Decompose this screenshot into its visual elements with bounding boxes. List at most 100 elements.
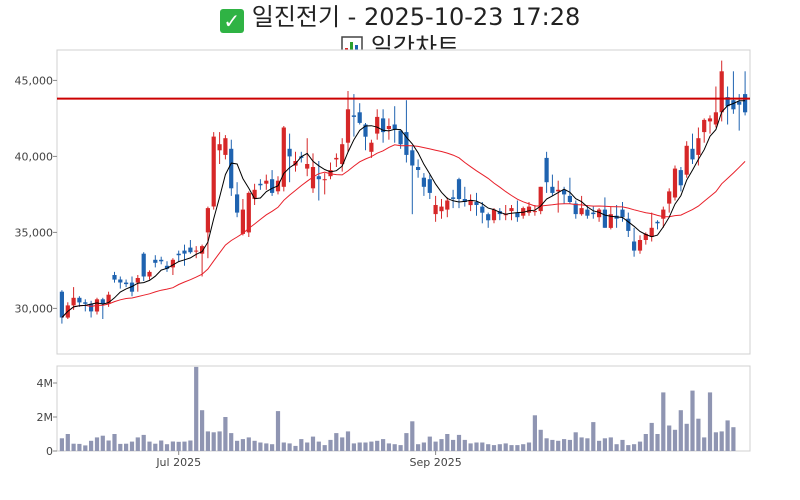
volume-bar <box>176 441 181 451</box>
candle-body <box>608 214 613 228</box>
candle-body <box>316 176 321 180</box>
candle-body <box>112 275 117 280</box>
price-y-axis: 30,000 35,000 40,000 45,000 <box>15 74 57 315</box>
candle-body <box>737 101 742 105</box>
volume-bar <box>404 433 409 451</box>
price-y-tick-label: 35,000 <box>15 226 54 239</box>
volume-bar <box>246 437 251 451</box>
volume-bar <box>451 439 456 451</box>
candle-body <box>468 200 473 206</box>
volume-bar <box>731 427 736 451</box>
candle-body <box>135 278 140 283</box>
volume-bar <box>515 445 520 451</box>
volume-bar <box>439 439 444 451</box>
candle-body <box>217 144 222 151</box>
volume-bar <box>340 437 345 451</box>
volume-bar <box>667 425 672 451</box>
volume-bar <box>433 441 438 451</box>
candle-body <box>637 240 643 251</box>
volume-bar <box>322 445 327 451</box>
candle-body <box>433 205 438 215</box>
volume-bar <box>258 442 263 451</box>
candle-body <box>410 150 415 166</box>
x-tick-label: Jul 2025 <box>155 456 201 469</box>
volume-bar <box>369 441 374 451</box>
volume-bar <box>672 429 678 452</box>
volume-bar <box>521 444 526 451</box>
candle-body <box>147 271 152 277</box>
candle-body <box>170 259 175 268</box>
candle-body <box>579 208 584 215</box>
volume-y-tick-label: 0 <box>46 445 53 458</box>
volume-bar <box>398 445 403 451</box>
candle-body <box>439 206 444 212</box>
volume-plot-area <box>56 365 751 452</box>
volume-bar <box>83 445 88 451</box>
volume-bar <box>497 444 502 451</box>
candle-body <box>456 179 462 199</box>
volume-bar <box>106 440 111 451</box>
volume-bar <box>416 444 421 451</box>
volume-bar <box>334 433 339 451</box>
volume-bar <box>211 432 216 451</box>
volume-bar <box>649 422 654 451</box>
volume-bar <box>550 439 555 451</box>
volume-bar <box>468 443 473 451</box>
volume-bar <box>526 442 532 451</box>
volume-bar <box>567 439 572 451</box>
volume-bar <box>643 434 648 451</box>
candle-body <box>258 183 263 186</box>
price-y-tick-label: 40,000 <box>15 150 54 163</box>
chart-title: ✓ 일진전기 - 2025-10-23 17:28 <box>0 2 800 33</box>
volume-bar <box>299 439 304 451</box>
candle-body <box>71 297 76 306</box>
candle-body <box>240 209 245 234</box>
candle-body <box>556 189 561 192</box>
volume-bar <box>579 437 584 451</box>
candle-body <box>264 180 269 184</box>
volume-bar <box>287 443 292 451</box>
candle-body <box>480 206 485 213</box>
volume-bar <box>182 441 187 451</box>
volume-bar <box>486 444 491 451</box>
candle-body <box>229 148 234 189</box>
candle-body <box>597 209 602 218</box>
volume-bar <box>135 437 140 451</box>
candle-body <box>252 189 257 199</box>
volume-bar <box>129 441 135 451</box>
volume-bar <box>626 445 631 451</box>
candle-body <box>550 186 555 193</box>
chart-title-text: 일진전기 - 2025-10-23 17:28 <box>251 3 581 31</box>
volume-bar <box>77 443 82 451</box>
volume-bar <box>100 435 105 451</box>
volume-bar <box>281 442 286 451</box>
candle-body <box>381 118 386 133</box>
volume-bar <box>462 439 467 451</box>
volume-bar <box>235 440 240 451</box>
candle-body <box>684 145 689 175</box>
x-axis: Jul 2025 Sep 2025 <box>155 451 462 469</box>
volume-bar <box>188 440 193 451</box>
candle-body <box>626 218 631 231</box>
volume-bar <box>264 443 269 451</box>
candle-body <box>462 199 467 202</box>
volume-bar <box>707 392 713 451</box>
volume-bar <box>602 438 607 452</box>
candle-body <box>562 189 567 195</box>
volume-bar <box>620 439 625 451</box>
volume-bar <box>65 434 70 451</box>
candle-body <box>59 291 64 318</box>
candle-body <box>77 297 82 303</box>
candle-body <box>690 148 695 160</box>
candle-body <box>211 136 216 207</box>
candle-body <box>345 109 351 143</box>
candle-body <box>526 206 532 213</box>
candle-body <box>445 200 450 210</box>
volume-bar <box>713 432 718 451</box>
candle-body <box>369 142 374 152</box>
ma-short-line <box>61 100 746 318</box>
candle-body <box>404 132 409 155</box>
volume-bar <box>363 442 368 451</box>
candle-body <box>515 212 520 218</box>
